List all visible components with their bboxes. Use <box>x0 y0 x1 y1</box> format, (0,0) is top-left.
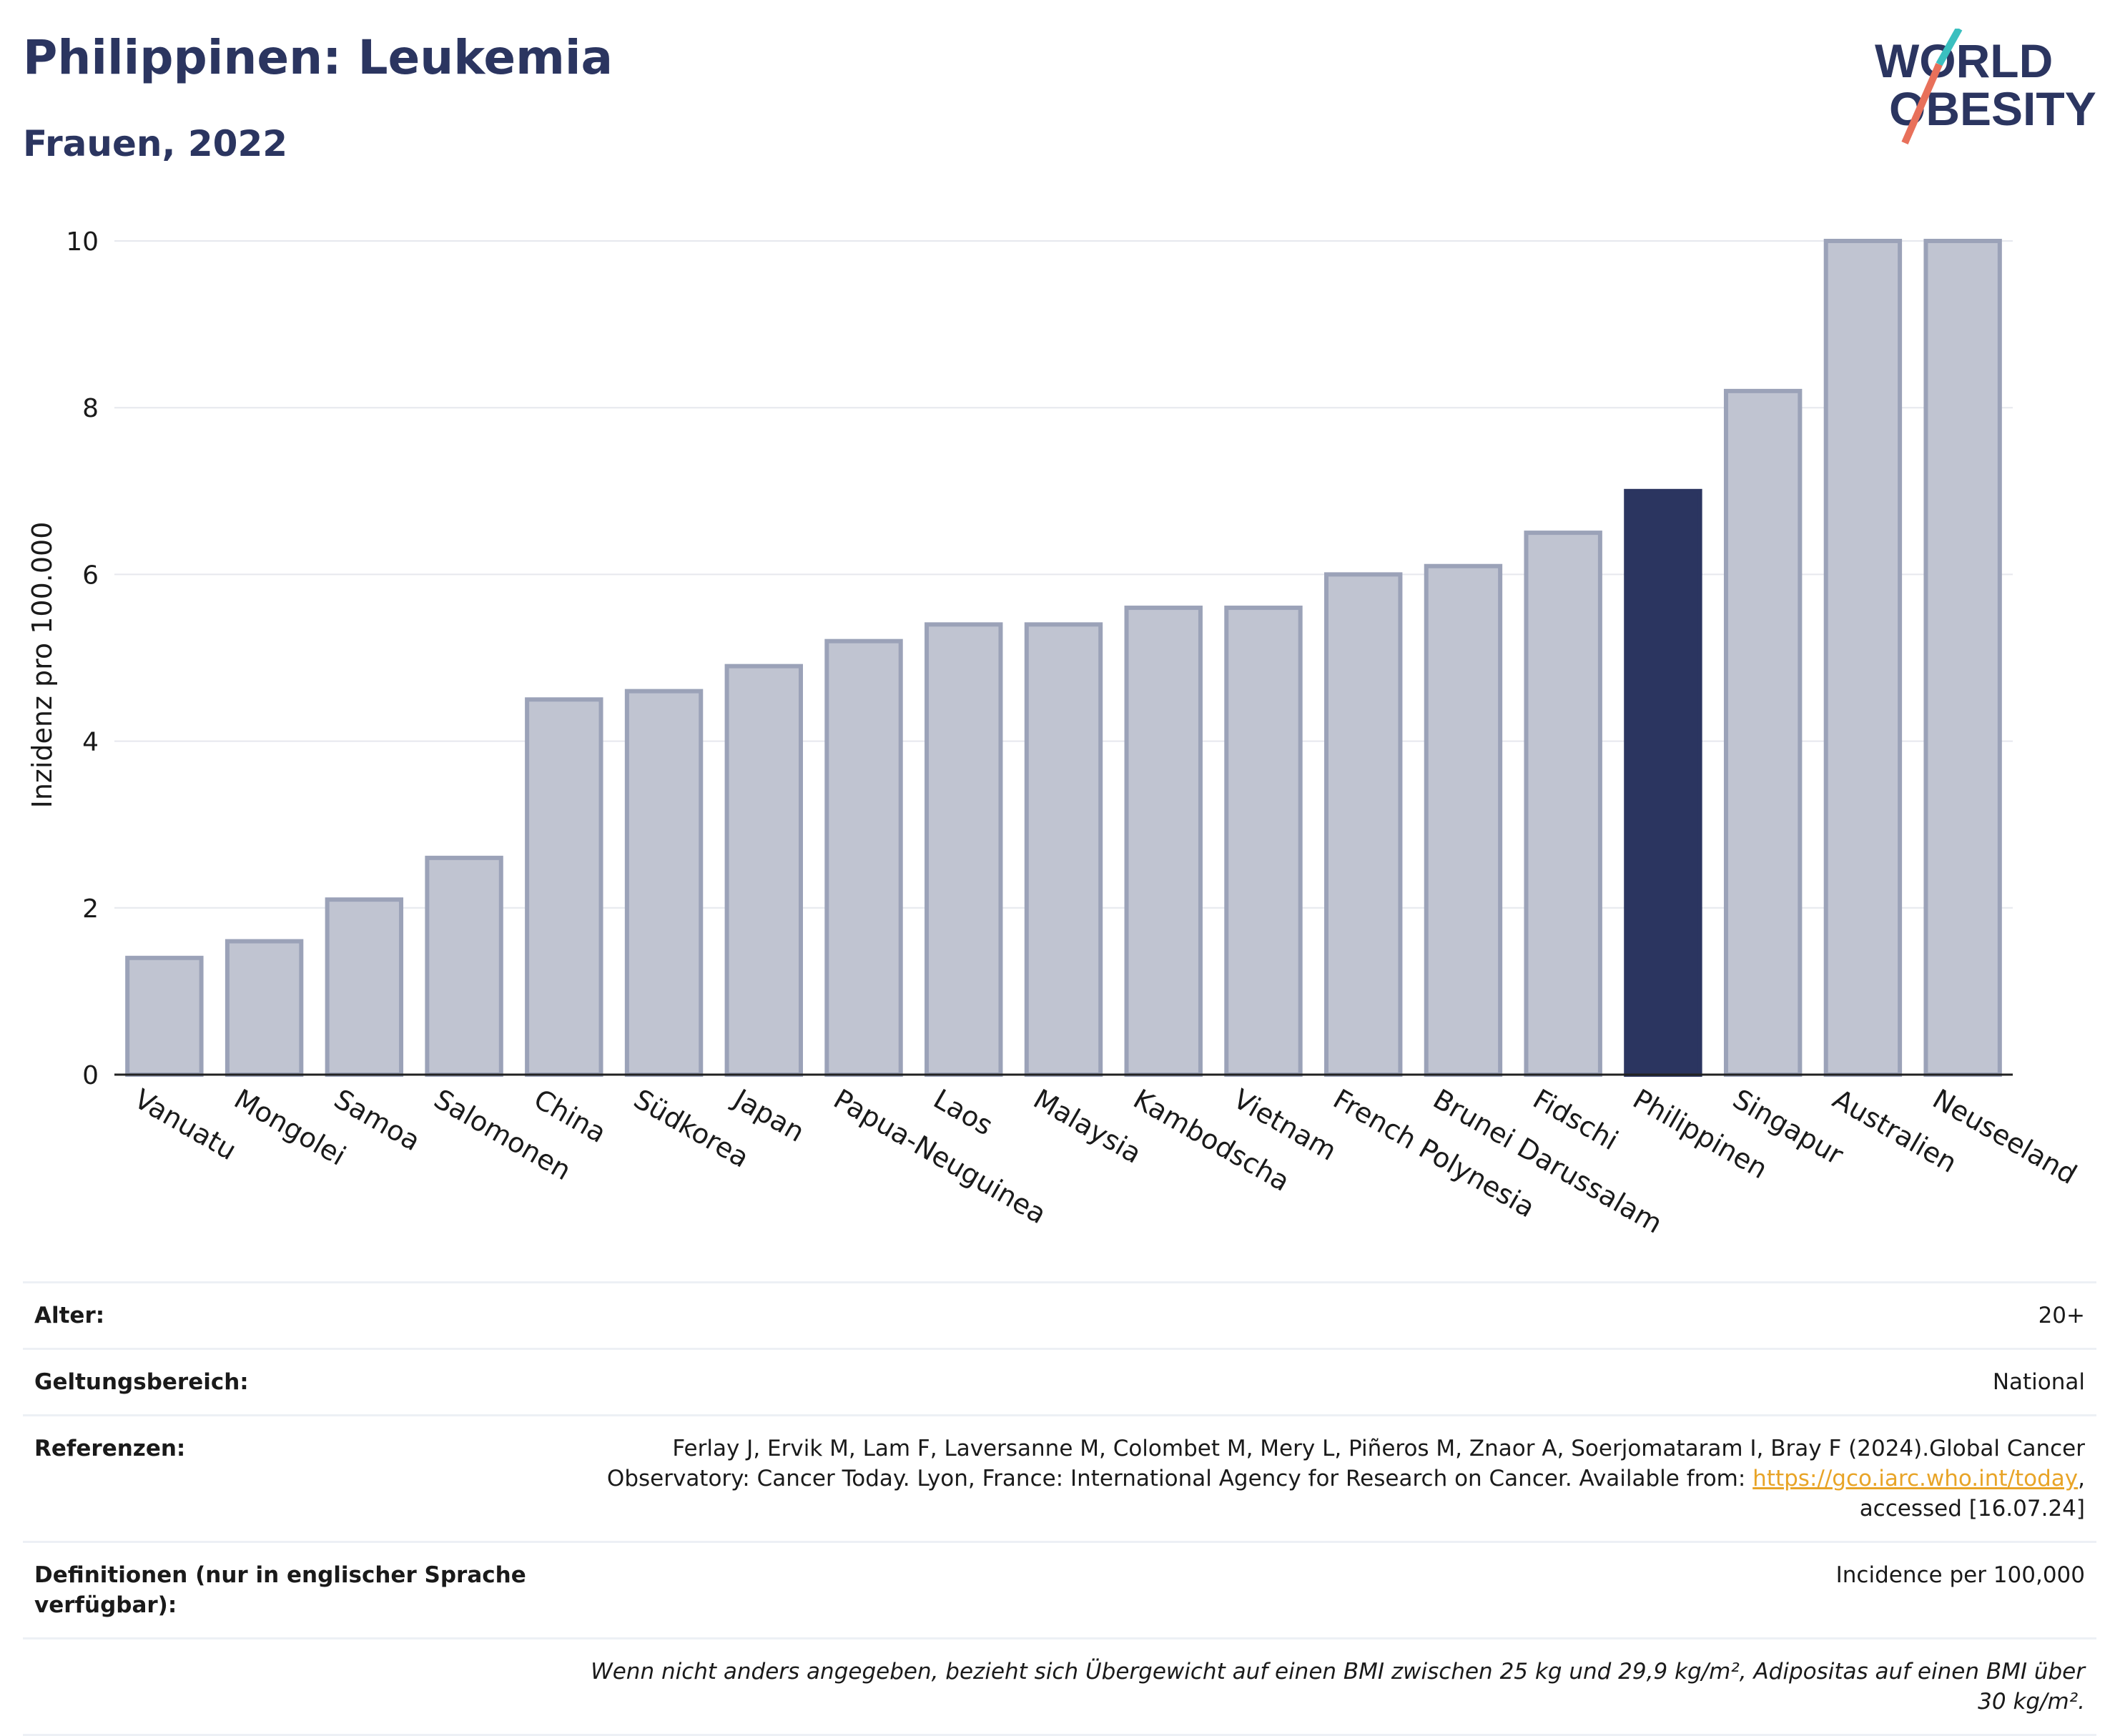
x-tick-label: Vanuatu <box>129 1083 242 1166</box>
x-tick-label: Malaysia <box>1028 1083 1147 1170</box>
bar-vietnam <box>1224 606 1303 1077</box>
bar-australien <box>1823 239 1903 1077</box>
meta-key-age: Alter: <box>34 1303 105 1328</box>
reference-text: Ferlay J, Ervik M, Lam F, Laversanne M, … <box>606 1436 2085 1491</box>
y-tick-label: 4 <box>82 728 99 757</box>
x-tick-label: Südkorea <box>628 1083 754 1174</box>
bar-samoa <box>325 897 404 1077</box>
page-title: Philippinen: Leukemia <box>23 30 613 85</box>
meta-value-age: 20+ <box>2038 1303 2085 1328</box>
y-tick-label: 8 <box>82 394 99 423</box>
bar-china <box>525 697 603 1077</box>
meta-row-scope: Geltungsbereich: National <box>23 1348 2096 1414</box>
bar-salomonen <box>425 855 503 1077</box>
meta-value-references: Ferlay J, Ervik M, Lam F, Laversanne M, … <box>569 1434 2085 1524</box>
bar-laos <box>925 622 1003 1077</box>
bar-japan <box>724 664 803 1077</box>
world-obesity-logo: WORLD OBESITY <box>1875 29 2096 144</box>
reference-link[interactable]: https://gco.iarc.who.int/today <box>1752 1466 2079 1491</box>
bar-malaysia <box>1024 622 1103 1077</box>
bar-brunei-darussalam <box>1424 563 1503 1077</box>
bar-french-polynesia <box>1324 572 1403 1077</box>
bar-philippinen <box>1624 488 1702 1077</box>
bmi-note: Wenn nicht anders angegeben, bezieht sic… <box>591 1659 2085 1715</box>
reference-accessed: , accessed [16.07.24] <box>1859 1466 2085 1522</box>
y-tick-label: 6 <box>82 561 99 590</box>
y-tick-label: 0 <box>82 1061 99 1090</box>
metadata-table: Alter: 20+ Geltungsbereich: National Ref… <box>23 1281 2096 1736</box>
y-tick-label: 2 <box>82 894 99 924</box>
meta-row-note: Wenn nicht anders angegeben, bezieht sic… <box>23 1637 2096 1736</box>
meta-key-definitions: Definitionen (nur in englischer Sprache … <box>34 1562 526 1618</box>
bar-mongolei <box>225 939 304 1077</box>
x-tick-label: Laos <box>928 1083 998 1142</box>
x-tick-label: Neuseeland <box>1928 1083 2082 1190</box>
bar-fidschi <box>1524 531 1602 1077</box>
meta-value-definitions: Incidence per 100,000 <box>1835 1562 2085 1588</box>
meta-row-references: Referenzen: Ferlay J, Ervik M, Lam F, La… <box>23 1414 2096 1541</box>
x-tick-label: Mongolei <box>229 1083 351 1172</box>
bar-vanuatu <box>125 955 204 1077</box>
meta-key-scope: Geltungsbereich: <box>34 1369 249 1395</box>
bar-neuseeland <box>1923 239 2002 1077</box>
y-axis-ticks: 0 2 4 6 8 10 <box>66 227 99 1090</box>
bar-singapur <box>1723 388 1803 1077</box>
y-axis-label: Inzidenz pro 100.000 <box>26 522 58 809</box>
logo-slash-coral <box>1901 63 1943 144</box>
bars <box>125 239 2002 1077</box>
bar-papua-neuguinea <box>824 638 903 1077</box>
bar-kambodscha <box>1124 606 1203 1077</box>
y-tick-label: 10 <box>66 227 99 257</box>
page-subtitle: Frauen, 2022 <box>23 123 288 164</box>
meta-row-age: Alter: 20+ <box>23 1281 2096 1348</box>
bar-südkorea <box>624 689 704 1077</box>
meta-value-scope: National <box>1992 1369 2085 1395</box>
meta-row-definitions: Definitionen (nur in englischer Sprache … <box>23 1541 2096 1637</box>
logo-line1: WORLD <box>1875 34 2053 87</box>
logo-slash-teal <box>1936 29 1963 66</box>
meta-key-references: Referenzen: <box>34 1436 186 1461</box>
